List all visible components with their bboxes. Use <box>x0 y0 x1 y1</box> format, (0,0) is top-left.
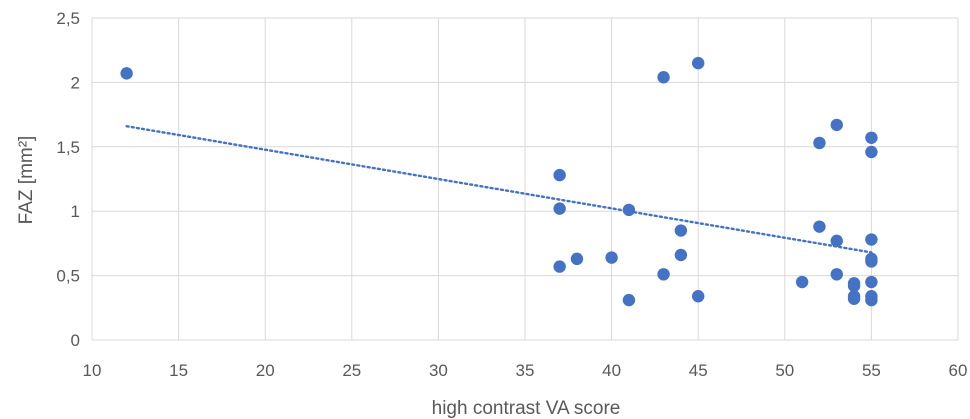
x-tick-label: 30 <box>429 361 448 380</box>
data-point <box>847 279 861 293</box>
data-point <box>553 168 566 182</box>
data-point <box>622 293 636 307</box>
x-axis-title: high contrast VA score <box>432 398 621 419</box>
x-tick-label: 20 <box>256 361 275 380</box>
y-tick-label: 1,5 <box>56 138 80 157</box>
data-points <box>120 56 878 307</box>
y-tick-label: 0,5 <box>56 267 80 286</box>
data-point <box>120 67 133 80</box>
x-tick-label: 60 <box>949 361 968 380</box>
x-tick-label: 25 <box>342 361 361 380</box>
x-tick-label: 40 <box>602 361 621 380</box>
data-point <box>553 202 566 215</box>
trendline-layer <box>125 124 873 254</box>
data-point <box>865 255 878 268</box>
y-axis-title: FAZ [mm²] <box>16 136 37 225</box>
data-point <box>847 292 861 305</box>
data-point <box>657 268 670 281</box>
data-point <box>605 251 618 264</box>
x-tick-label: 10 <box>83 361 102 380</box>
y-tick-label: 2,5 <box>56 9 80 28</box>
data-point <box>865 275 878 289</box>
gridlines <box>91 17 959 341</box>
tick-labels: 0 0,5 1 1,5 2 2,5 10 15 20 25 30 35 40 45 50 55 60 <box>56 9 967 380</box>
y-tick-label: 2 <box>71 73 80 92</box>
x-tick-label: 15 <box>169 361 188 380</box>
data-point <box>830 234 843 248</box>
data-point <box>657 71 670 84</box>
y-tick-label: 1 <box>71 202 80 221</box>
data-point <box>865 233 878 246</box>
data-point <box>865 145 878 159</box>
data-point <box>813 220 826 233</box>
data-point <box>813 136 826 150</box>
data-point <box>553 260 566 273</box>
x-tick-label: 50 <box>775 361 794 380</box>
data-point <box>674 224 688 237</box>
x-tick-label: 55 <box>862 361 881 380</box>
data-point <box>865 293 878 307</box>
data-point <box>674 248 688 262</box>
data-point <box>830 268 843 281</box>
data-point <box>622 203 636 217</box>
trendline <box>125 124 873 254</box>
y-tick-label: 0 <box>71 331 80 350</box>
x-tick-label: 35 <box>516 361 535 380</box>
data-point <box>865 131 878 144</box>
data-point <box>795 275 809 289</box>
data-point <box>692 56 705 70</box>
x-tick-label: 45 <box>689 361 708 380</box>
data-point <box>692 290 705 303</box>
data-point <box>830 118 843 132</box>
data-point <box>570 252 584 266</box>
